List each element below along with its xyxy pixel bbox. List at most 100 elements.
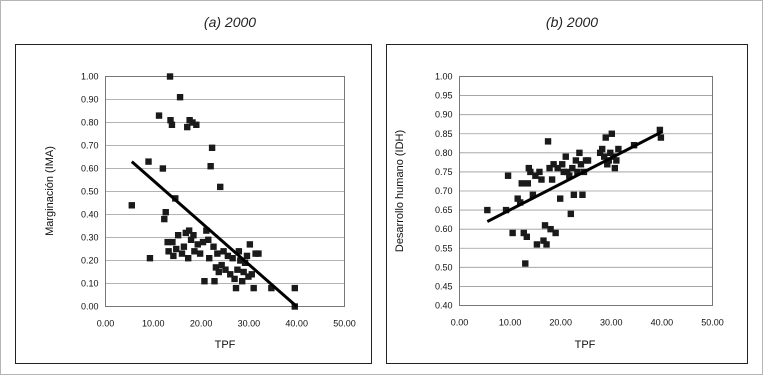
chart-a-point <box>203 227 210 234</box>
chart-a-point <box>224 252 232 260</box>
chart-b-point <box>559 161 566 168</box>
chart-a-point <box>128 202 135 209</box>
chart-a-point <box>178 250 186 257</box>
chart-b-x-tick-label: 0.00 <box>451 318 469 328</box>
chart-a-point <box>222 266 229 273</box>
chart-a-point <box>232 284 240 292</box>
chart-b-point <box>657 134 665 141</box>
chart-b-point <box>572 157 580 164</box>
chart-b-point <box>576 149 583 157</box>
chart-a-point <box>243 252 251 260</box>
chart-a-point <box>215 268 222 276</box>
chart-a-y-tick-labels: 0.00 0.10 0.20 0.30 0.40 0.50 0.60 0.70 0.80 0.90… <box>81 72 99 312</box>
chart-a-y-tick-label: 0.30 <box>81 233 99 243</box>
chart-b-plot-area <box>459 76 713 306</box>
chart-b-y-tick-label: 0.90 <box>435 110 453 120</box>
chart-b-point <box>529 191 537 199</box>
chart-b-trend-line <box>486 130 663 223</box>
chart-b-point <box>518 180 525 187</box>
chart-b-point <box>550 161 557 168</box>
chart-b-point <box>533 241 541 248</box>
chart-a-point <box>234 266 241 273</box>
chart-b-x-tick-label: 50.00 <box>701 318 724 328</box>
chart-a-point <box>206 255 213 262</box>
chart-b-point <box>613 157 620 164</box>
chart-b-point <box>525 164 533 172</box>
chart-b-title: (b) 2000 <box>546 14 598 30</box>
chart-b-point <box>532 172 539 179</box>
chart-a-point <box>176 94 184 101</box>
chart-a-point <box>185 227 193 234</box>
chart-b-point <box>564 168 571 176</box>
chart-b-y-tick-labels: 0.40 0.45 0.50 0.55 0.60 0.65 0.70 0.75 0.80 0.85… <box>435 72 453 311</box>
chart-a-point <box>214 250 221 257</box>
chart-a-point <box>246 241 254 248</box>
chart-b-y-tick-label: 0.50 <box>435 262 453 272</box>
chart-a-point <box>268 284 275 292</box>
chart-b-point <box>544 138 552 145</box>
chart-b-point <box>509 229 516 237</box>
chart-b-point <box>598 145 606 153</box>
chart-panel-a: (a) 2000 0.00 0.10 0.20 0.30 0.40 0.50 0.60 0.7… <box>15 14 372 364</box>
chart-a-point <box>229 255 236 262</box>
chart-a-point <box>164 238 171 246</box>
chart-a-x-axis-label: TPF <box>215 339 236 351</box>
chart-a-point <box>235 248 243 255</box>
chart-a-point <box>145 158 152 165</box>
chart-a-point <box>208 144 216 151</box>
chart-a-point <box>250 284 257 292</box>
chart-a-trend-line <box>130 160 298 308</box>
chart-b-point <box>538 176 545 183</box>
chart-a-point <box>161 215 168 223</box>
chart-a-point <box>196 250 204 257</box>
chart-a-y-tick-label: 0.10 <box>81 279 99 289</box>
chart-a-point <box>189 119 196 126</box>
chart-b-point <box>579 191 586 199</box>
chart-b-point <box>556 195 564 202</box>
chart-a-point <box>159 165 167 172</box>
chart-a-point <box>155 112 163 119</box>
chart-b-x-tick-labels: 0.00 10.00 20.00 30.00 40.00 50.00 <box>451 318 724 328</box>
chart-b-point <box>524 180 532 187</box>
chart-b-y-tick-label: 0.45 <box>435 281 453 291</box>
chart-b-y-tick-label: 1.00 <box>435 72 453 82</box>
chart-b-x-tick-label: 10.00 <box>499 318 522 328</box>
chart-a-point <box>180 243 188 250</box>
chart-b-y-axis-label: Desarrollo humano (IDH) <box>394 130 406 252</box>
chart-b-point <box>552 229 559 237</box>
chart-a-point <box>227 271 234 278</box>
chart-b-point <box>584 157 592 164</box>
chart-b-point <box>596 149 604 157</box>
chart-a-point <box>220 248 227 255</box>
chart-b-y-tick-label: 0.85 <box>435 129 453 139</box>
chart-a-point <box>146 255 154 262</box>
chart-b-point <box>566 172 573 179</box>
chart-a-point <box>170 252 177 260</box>
chart-a-point <box>245 273 252 280</box>
chart-a-point <box>168 121 176 128</box>
chart-b-point <box>536 168 543 176</box>
chart-a-x-tick-label: 10.00 <box>142 319 165 329</box>
chart-a-point <box>182 229 190 237</box>
chart-a-point <box>199 238 207 246</box>
chart-b-y-tick-label: 0.80 <box>435 148 453 158</box>
chart-a-point <box>205 236 212 243</box>
chart-a-point <box>191 248 198 255</box>
chart-a-point <box>217 183 224 191</box>
chart-b-point <box>607 149 614 157</box>
chart-a-point <box>173 245 180 253</box>
chart-a-point <box>166 73 174 80</box>
chart-b-y-tick-label: 0.70 <box>435 186 453 196</box>
chart-a-y-tick-label: 0.90 <box>81 95 99 105</box>
chart-b-point <box>569 164 576 172</box>
chart-b-point <box>522 260 529 267</box>
chart-b-x-tick-label: 20.00 <box>549 318 572 328</box>
chart-b-point <box>504 172 512 179</box>
chart-a-point <box>167 117 174 124</box>
chart-b-point <box>514 195 521 202</box>
chart-panel-b: (b) 2000 0.40 0.45 0.50 0.55 0.60 0.65 0.70 0.7… <box>386 14 748 364</box>
chart-b-point <box>611 164 619 172</box>
chart-a-point <box>169 238 176 246</box>
chart-b-point <box>546 164 553 172</box>
chart-b-y-tick-label: 0.65 <box>435 205 453 215</box>
